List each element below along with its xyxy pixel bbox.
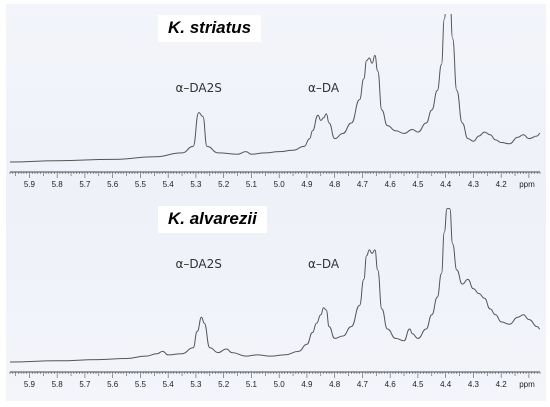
tick-label: 5.0 — [274, 380, 286, 389]
tick-label: 4.6 — [385, 180, 397, 189]
figure-background — [6, 4, 546, 401]
tick-label: 4.9 — [301, 380, 313, 389]
tick-label: 5.6 — [107, 380, 119, 389]
tick-label: 5.4 — [163, 180, 175, 189]
tick-label: 4.9 — [301, 180, 313, 189]
tick-label: 5.8 — [52, 380, 64, 389]
peak-label-da: α–DA — [308, 257, 340, 271]
tick-label: 4.2 — [496, 380, 508, 389]
tick-label: 5.6 — [107, 180, 119, 189]
peak-label-da: α–DA — [308, 81, 340, 95]
panel-k-alvarezii: 5.9 5.8 5.7 5.6 5.5 5.4 5.3 5.2 5.1 5.0 4.9 4.8 4.7 4… — [9, 208, 541, 389]
tick-label: 5.7 — [79, 380, 91, 389]
tick-label: 4.7 — [357, 380, 369, 389]
tick-label: 5.1 — [246, 380, 258, 389]
tick-label: 4.8 — [329, 380, 341, 389]
tick-label: 5.3 — [190, 180, 202, 189]
tick-label: 5.1 — [246, 180, 258, 189]
tick-label: 4.4 — [440, 180, 452, 189]
peak-label-da2s: α–DA2S — [175, 257, 221, 271]
tick-label: 4.6 — [385, 380, 397, 389]
tick-label: 5.7 — [79, 180, 91, 189]
spectrum-trace — [10, 14, 540, 163]
x-axis-unit-label: ppm — [519, 380, 535, 389]
tick-label: 4.7 — [357, 180, 369, 189]
panel-title-k-striatus: K. striatus — [158, 15, 262, 42]
tick-label: 5.8 — [52, 180, 64, 189]
tick-label: 4.3 — [468, 180, 480, 189]
tick-label: 5.9 — [24, 380, 36, 389]
tick-label: 5.2 — [218, 180, 230, 189]
tick-label: 4.4 — [440, 380, 452, 389]
spectrum-trace — [10, 208, 540, 363]
tick-label: 4.5 — [412, 380, 424, 389]
tick-label: 4.5 — [412, 180, 424, 189]
tick-label: 5.5 — [135, 180, 147, 189]
tick-label: 4.2 — [496, 180, 508, 189]
peak-label-da2s: α–DA2S — [175, 81, 221, 95]
tick-label: 5.9 — [24, 180, 36, 189]
x-axis-unit-label: ppm — [519, 180, 535, 189]
tick-label: 4.8 — [329, 180, 341, 189]
tick-label: 5.3 — [190, 380, 202, 389]
tick-label: 4.3 — [468, 380, 480, 389]
tick-label: 5.2 — [218, 380, 230, 389]
tick-label: 5.0 — [274, 180, 286, 189]
panel-k-striatus: 5.9 5.8 5.7 5.6 5.5 5.4 5.3 5.2 5.1 5.0 4.9 4.8 4.7 4… — [9, 14, 541, 189]
panel-title-k-alvarezii: K. alvarezii — [158, 206, 267, 233]
tick-label: 5.4 — [163, 380, 175, 389]
tick-label: 5.5 — [135, 380, 147, 389]
